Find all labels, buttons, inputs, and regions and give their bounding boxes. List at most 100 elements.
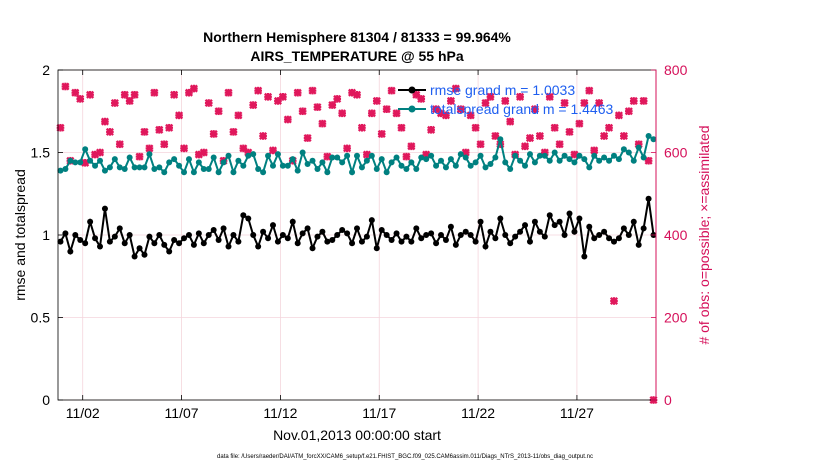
totalspread-point: [220, 159, 227, 166]
obs-point: [95, 148, 105, 157]
rmse-point: [576, 215, 583, 222]
rmse-point: [260, 228, 267, 235]
totalspread-point: [601, 154, 608, 161]
rmse-series: [57, 195, 657, 260]
y-axis-right-label: # of obs: o=possible; ×=assimilated: [696, 125, 712, 344]
obs-point: [333, 94, 342, 103]
totalspread-point: [289, 156, 296, 163]
legend-rmse-label: rmse grand m = 1.0033: [430, 82, 575, 98]
totalspread-point: [195, 159, 202, 166]
totalspread-point: [344, 152, 351, 159]
totalspread-point: [190, 169, 197, 176]
totalspread-point: [304, 161, 311, 168]
totalspread-point: [131, 164, 138, 171]
rmse-point: [171, 236, 178, 243]
obs-point: [550, 123, 559, 132]
totalspread-point: [640, 154, 647, 161]
obs-point: [145, 144, 154, 153]
obs-point: [115, 140, 124, 149]
rmse-point: [97, 243, 104, 250]
totalspread-point: [462, 154, 469, 161]
totalspread-point: [101, 167, 108, 174]
rmse-point: [314, 233, 321, 240]
totalspread-point: [383, 169, 390, 176]
obs-point: [234, 111, 243, 120]
rmse-point: [393, 230, 400, 237]
totalspread-point: [566, 156, 573, 163]
totalspread-point: [408, 159, 415, 166]
totalspread-point: [502, 159, 509, 166]
totalspread-point: [620, 146, 627, 153]
rmse-point: [492, 235, 499, 242]
obs-point: [367, 109, 376, 118]
obs-point: [76, 94, 85, 103]
rmse-point: [284, 235, 291, 242]
rmse-point: [309, 245, 316, 252]
y-right-tick-label: 400: [664, 227, 688, 243]
obs-point: [189, 84, 198, 93]
rmse-point: [274, 238, 281, 245]
totalspread-point: [487, 161, 494, 168]
obs-point: [476, 140, 485, 149]
obs-point: [619, 131, 628, 141]
rmse-point: [408, 238, 415, 245]
totalspread-point: [314, 166, 321, 172]
rmse-point: [294, 240, 301, 247]
rmse-point: [156, 232, 163, 238]
totalspread-point: [121, 166, 128, 172]
totalspread-point: [576, 152, 583, 159]
totalspread-point: [452, 162, 459, 169]
totalspread-point: [72, 159, 79, 166]
rmse-point: [299, 230, 306, 237]
totalspread-point: [284, 162, 291, 169]
x-tick-label: 11/22: [461, 405, 495, 421]
totalspread-point: [413, 166, 420, 172]
y-right-tick-label: 600: [664, 145, 688, 161]
rmse-point: [339, 227, 346, 234]
obs-point: [298, 107, 307, 116]
totalspread-point: [106, 164, 113, 171]
totalspread-point: [136, 164, 143, 171]
totalspread-point: [67, 157, 74, 164]
obs-point: [120, 90, 129, 99]
rmse-point: [344, 230, 351, 237]
rmse-point: [230, 232, 237, 238]
totalspread-point: [240, 162, 247, 169]
totalspread-point: [433, 162, 440, 169]
rmse-point: [358, 238, 365, 245]
totalspread-point: [309, 157, 316, 164]
totalspread-point: [403, 166, 410, 172]
totalspread-point: [591, 152, 598, 159]
rmse-point: [101, 205, 108, 212]
rmse-point: [363, 233, 370, 240]
totalspread-point: [581, 156, 588, 163]
y-tick-label: 0.5: [31, 310, 51, 326]
rmse-point: [512, 233, 519, 240]
rmse-point: [166, 248, 173, 255]
obs-point: [605, 123, 614, 132]
totalspread-point: [151, 166, 158, 172]
y-right-tick-label: 800: [664, 62, 688, 78]
rmse-point: [106, 238, 113, 245]
y-right-tick-label: 200: [664, 310, 688, 326]
rmse-point: [190, 241, 197, 248]
rmse-point: [551, 222, 558, 229]
totalspread-series: [57, 133, 657, 176]
rmse-point: [566, 210, 573, 217]
obs-point: [639, 96, 648, 105]
obs-point: [343, 144, 352, 153]
totalspread-point: [210, 154, 217, 161]
totalspread-point: [428, 152, 435, 159]
totalspread-point: [205, 166, 212, 172]
totalspread-point: [166, 159, 173, 166]
rmse-point: [472, 238, 479, 245]
rmse-point: [141, 251, 148, 258]
rmse-point: [620, 225, 627, 232]
totalspread-point: [512, 152, 519, 159]
obs-point: [565, 127, 574, 136]
rmse-point: [531, 218, 538, 225]
rmse-point: [502, 232, 509, 238]
obs-point: [629, 96, 638, 105]
obs-point: [357, 123, 366, 132]
totalspread-point: [319, 159, 326, 166]
